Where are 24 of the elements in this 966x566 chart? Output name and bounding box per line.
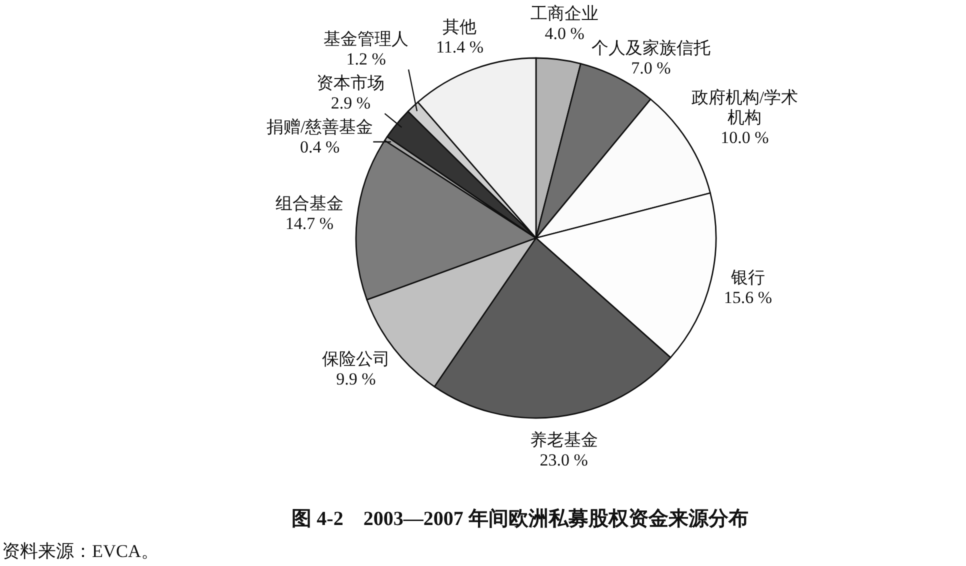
slice-label: 养老基金 — [530, 430, 598, 450]
data-label: 0.4 % — [300, 138, 340, 157]
data-label: 23.0 % — [540, 450, 588, 470]
slice-label: 银行 — [730, 268, 765, 288]
data-label: 11.4 % — [436, 38, 484, 57]
data-label: 1.2 % — [346, 50, 386, 69]
slice-label: 政府机构/学术机构 — [691, 88, 798, 127]
text: 资料来源：EVCA。 — [2, 541, 159, 561]
slice-label: 资本市场 — [316, 74, 385, 93]
slice-label: 捐赠/慈善基金 — [266, 118, 374, 137]
data-label: 4.0 % — [544, 24, 584, 43]
text: 图 4-2 2003—2007 年间欧洲私募股权资金来源分布 — [292, 508, 748, 530]
slice-label: 工商企业 — [530, 4, 599, 23]
data-label: 10.0 % — [720, 128, 769, 147]
data-label: 2.9 % — [330, 94, 371, 113]
slice-label: 个人及家族信托 — [591, 38, 710, 58]
data-label: 14.7 % — [285, 214, 334, 234]
data-label: 15.6 % — [724, 288, 772, 308]
slice-label: 其他 — [442, 18, 477, 37]
slice-label: 组合基金 — [275, 194, 344, 214]
slice-label: 基金管理人 — [324, 30, 409, 49]
slice-label: 保险公司 — [322, 349, 390, 368]
data-label: 7.0 % — [631, 58, 671, 78]
data-label: 9.9 % — [336, 369, 376, 388]
